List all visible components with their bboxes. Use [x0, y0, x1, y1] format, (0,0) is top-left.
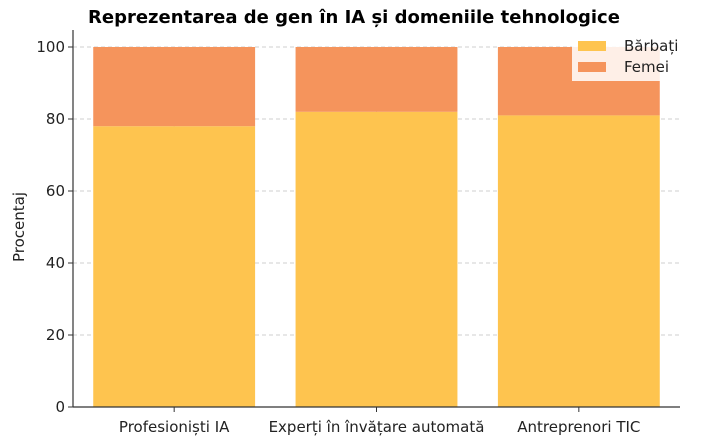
y-tick-label: 0: [55, 398, 65, 416]
bar-femei[interactable]: [93, 47, 256, 127]
legend-label: Femei: [624, 58, 669, 76]
legend[interactable]: Bărbați Femei: [572, 33, 682, 81]
axes: 0 20 40 60 80 100 Profesioniști IA Experți în î…: [36, 30, 680, 436]
legend-swatch: [578, 41, 606, 51]
y-axis-label: Procentaj: [10, 192, 28, 262]
y-tick-label: 60: [46, 182, 65, 200]
bar-barbati[interactable]: [497, 115, 660, 408]
x-tick-label: Antreprenori TIC: [517, 418, 640, 436]
bar-femei[interactable]: [295, 47, 458, 112]
legend-label: Bărbați: [624, 37, 678, 55]
bars: [93, 47, 660, 408]
y-tick-label: 80: [46, 110, 65, 128]
bar-barbati[interactable]: [93, 126, 256, 407]
x-tick-label: Experți în învățare automată: [269, 418, 485, 436]
y-tick-label: 100: [36, 38, 65, 56]
legend-swatch: [578, 62, 606, 72]
y-tick-label: 40: [46, 254, 65, 272]
y-tick-label: 20: [46, 326, 65, 344]
x-tick-label: Profesioniști IA: [119, 418, 230, 436]
chart-title: Reprezentarea de gen în IA și domeniile …: [88, 7, 620, 28]
bar-barbati[interactable]: [295, 111, 458, 408]
